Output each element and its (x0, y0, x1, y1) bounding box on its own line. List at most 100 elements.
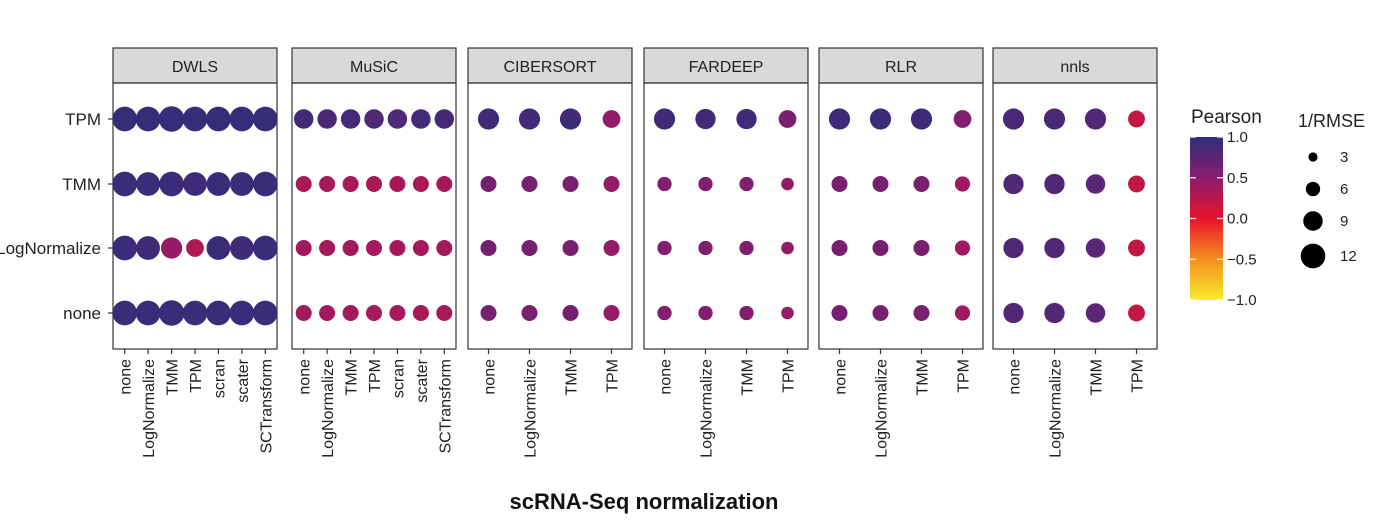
data-point (112, 106, 138, 132)
size-legend-label: 6 (1340, 181, 1348, 198)
data-point (603, 239, 620, 257)
data-point (480, 239, 497, 257)
data-point (1085, 238, 1106, 258)
x-tick-label: TMM (165, 359, 182, 395)
x-tick-label: LogNormalize (699, 359, 716, 458)
data-point (112, 171, 138, 197)
data-point (603, 175, 620, 193)
colorbar-tick-label: −0.5 (1227, 251, 1257, 268)
x-tick-label: TPM (1130, 359, 1147, 393)
data-point (389, 175, 406, 193)
data-point (781, 177, 794, 191)
data-point (295, 175, 312, 193)
facet-strip (643, 47, 809, 84)
x-tick-label: TPM (367, 359, 384, 393)
x-tick-label: scater (414, 358, 431, 402)
data-point (389, 304, 406, 322)
colorbar-tick-label: −1.0 (1227, 292, 1257, 309)
facet-panel-music: MuSiC none LogNormalize TMM TPM scran scater SC… (291, 47, 457, 458)
data-point (112, 235, 138, 261)
data-point (295, 304, 312, 322)
data-point (135, 300, 161, 326)
x-tick-label: LogNormalize (320, 359, 337, 458)
data-point (365, 175, 383, 193)
colorbar-tick-label: 0.5 (1227, 170, 1248, 187)
data-point (412, 304, 429, 322)
data-point (319, 175, 336, 193)
data-point (389, 239, 406, 257)
data-point (695, 108, 716, 130)
data-point (480, 175, 497, 193)
data-point (828, 108, 851, 130)
data-point (206, 300, 231, 326)
data-point (436, 239, 453, 257)
data-point (736, 108, 757, 130)
facet-strip (112, 47, 278, 84)
x-tick-label: none (1007, 359, 1024, 395)
size-legend-label: 9 (1340, 213, 1348, 230)
data-point (161, 237, 183, 259)
facet-strip-label: DWLS (172, 59, 218, 76)
data-point (229, 300, 255, 326)
data-point (1002, 108, 1025, 130)
data-point (872, 175, 889, 193)
data-point (206, 236, 231, 260)
data-point (158, 300, 185, 326)
size-legend-key (1305, 181, 1321, 197)
y-tick-label: none (63, 304, 101, 323)
data-point (831, 304, 848, 322)
colorbar-tick-label: 1.0 (1227, 129, 1248, 146)
x-tick-label: scater (235, 358, 252, 402)
data-point (480, 304, 497, 322)
facet-panel-rlr: RLR none LogNormalize TMM TPM (818, 47, 984, 458)
facet-strip (992, 47, 1158, 84)
panel-border (467, 82, 633, 350)
data-point (559, 108, 582, 130)
data-point (206, 106, 231, 132)
data-point (518, 108, 541, 130)
data-point (913, 239, 930, 257)
data-point (698, 305, 713, 321)
x-tick-label: TPM (781, 359, 798, 393)
x-tick-label: scran (211, 359, 228, 398)
data-point (1085, 303, 1106, 323)
data-point (781, 241, 794, 255)
data-point (229, 106, 255, 132)
data-point (739, 176, 754, 192)
panels-layer: DWLS none LogNormalize TMM TPM scran scater SCT… (112, 47, 1158, 458)
data-point (295, 239, 312, 257)
panel-border (818, 82, 984, 350)
data-point (230, 236, 254, 260)
x-tick-label: TMM (740, 359, 757, 395)
data-point (252, 106, 278, 132)
data-point (317, 109, 337, 129)
x-tick-label: TMM (1089, 359, 1106, 395)
data-point (342, 175, 359, 193)
pearson-legend-title: Pearson (1191, 107, 1262, 128)
data-point (831, 175, 848, 193)
facet-panel-nnls: nnls none LogNormalize TMM TPM (992, 47, 1158, 458)
data-point (342, 304, 359, 322)
x-tick-label: scran (390, 359, 407, 398)
data-point (602, 110, 621, 128)
data-point (739, 240, 754, 256)
facet-strip-label: CIBERSORT (503, 59, 596, 76)
data-point (364, 109, 384, 129)
x-tick-label: TMM (915, 359, 932, 395)
data-point (1003, 237, 1024, 259)
data-point (831, 239, 848, 257)
data-point (135, 106, 161, 132)
data-point (436, 175, 453, 193)
data-point (136, 172, 160, 196)
facet-panel-fardeep: FARDEEP none LogNormalize TMM TPM (643, 47, 809, 458)
size-legend-label: 3 (1340, 149, 1348, 166)
data-point (739, 305, 754, 321)
x-tick-label: SCTransform (437, 359, 454, 454)
facet-strip (291, 47, 457, 84)
data-point (953, 110, 972, 128)
facet-strip-label: nnls (1060, 59, 1089, 76)
data-point (340, 109, 361, 129)
x-tick-label: LogNormalize (1048, 359, 1065, 458)
data-point (1003, 173, 1024, 195)
